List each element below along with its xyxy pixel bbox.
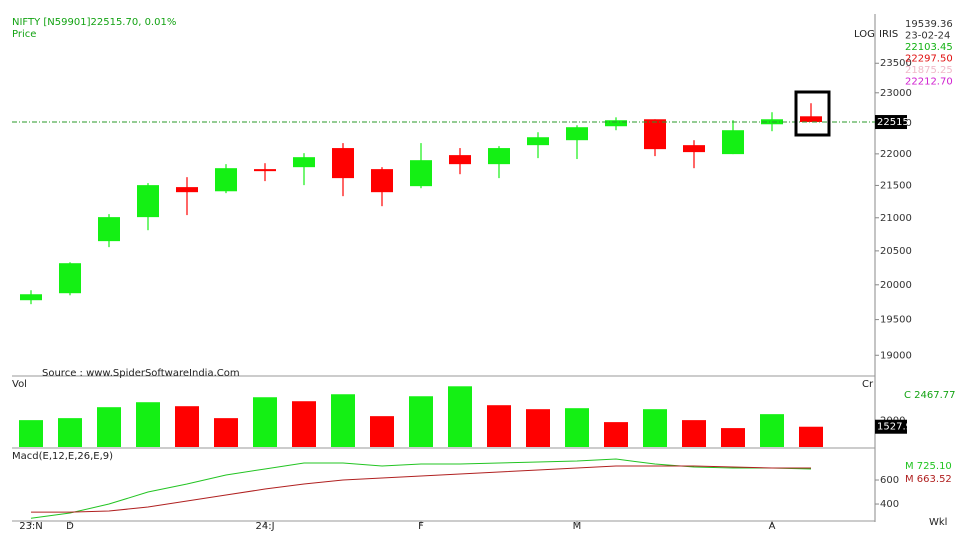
chart-title: NIFTY [N59901]22515.70, 0.01% — [12, 17, 176, 28]
volume-bar — [760, 414, 784, 447]
volume-bar — [370, 416, 394, 447]
candle-body — [566, 127, 588, 141]
volume-bar — [19, 420, 43, 447]
volume-bar — [253, 397, 277, 447]
x-tick-label: 23:N — [19, 521, 43, 532]
volume-bar — [643, 409, 667, 447]
y-tick-label: 19500 — [880, 315, 912, 326]
last-price-label: 22515 — [877, 117, 909, 128]
info-label: 22103.45 — [905, 42, 953, 53]
volume-bar — [565, 408, 589, 447]
highlight-box — [794, 90, 831, 137]
info-label: 23-02-24 — [905, 31, 950, 42]
volume-bar — [604, 422, 628, 447]
volume-bar — [682, 420, 706, 447]
candle-body — [254, 169, 276, 172]
x-tick-label: 24:J — [255, 521, 274, 532]
y-tick-label: 400 — [880, 499, 899, 510]
y-tick-label: 20000 — [880, 280, 912, 291]
y-tick-label: 21000 — [880, 213, 912, 224]
candle-body — [215, 168, 237, 192]
info-label: 22297.50 — [905, 54, 953, 65]
x-tick-label: A — [769, 521, 776, 532]
info-label: 22212.70 — [905, 77, 953, 88]
candle-body — [449, 155, 471, 165]
y-tick-label: 21500 — [880, 180, 912, 191]
volume-bar — [58, 418, 82, 447]
candle-body — [488, 148, 510, 165]
candle-body — [605, 120, 627, 127]
volume-bar — [526, 409, 550, 447]
info-label: 21875.25 — [905, 65, 953, 76]
volume-bar — [97, 407, 121, 447]
candle-body — [59, 263, 81, 294]
volume-bar — [409, 396, 433, 447]
volume-bar — [721, 428, 745, 447]
info-label: 19539.36 — [905, 19, 953, 30]
last-volume-label: 1527.9 — [877, 422, 912, 433]
macd-line — [30, 458, 812, 519]
candle-body — [410, 160, 432, 187]
candle-body — [98, 217, 120, 242]
x-tick-label: D — [66, 521, 74, 532]
candle-body — [644, 119, 666, 150]
y-axis-label: Price — [12, 29, 36, 40]
y-tick-label: 22000 — [880, 149, 912, 160]
pane-title: Vol — [12, 379, 27, 390]
candle-body — [137, 185, 159, 218]
macd-line — [31, 465, 811, 513]
annotation: LOG — [854, 29, 875, 40]
legend-entry: M 663.52 — [905, 474, 952, 485]
candle-body — [332, 148, 354, 179]
annotation: IRIS — [879, 29, 898, 40]
volume-bar — [487, 405, 511, 447]
source-note: Source : www.SpiderSoftwareIndia.Com — [42, 368, 240, 379]
volume-bar — [292, 401, 316, 447]
volume-bar — [136, 402, 160, 447]
unit-label: Cr — [862, 379, 874, 390]
volume-bar — [214, 418, 238, 447]
candle-body — [293, 157, 315, 168]
candle-body — [176, 187, 198, 193]
y-tick-label: 600 — [880, 475, 899, 486]
x-axis-label: Wkl — [929, 517, 947, 528]
candle-body — [371, 169, 393, 193]
volume-bar — [799, 426, 823, 447]
candle-body — [20, 294, 42, 301]
candle-body — [527, 137, 549, 146]
last-volume-box — [875, 419, 907, 434]
y-tick-label: 23000 — [880, 88, 912, 99]
candle-body — [683, 145, 705, 153]
volume-bar — [175, 406, 199, 447]
y-tick-label: 19000 — [880, 350, 912, 361]
candle-body — [800, 116, 822, 123]
candle-body — [722, 130, 744, 155]
x-tick-label: F — [418, 521, 424, 532]
legend-entry: M 725.10 — [905, 461, 952, 472]
volume-bar — [331, 394, 355, 447]
value-caption: C 2467.77 — [904, 390, 956, 401]
pane-title: Macd(E,12,E,26,E,9) — [12, 451, 113, 462]
volume-bar — [448, 386, 472, 447]
x-tick-label: M — [573, 521, 582, 532]
y-tick-label: 20500 — [880, 246, 912, 257]
last-price-box — [875, 115, 907, 130]
y-tick-label: 23500 — [880, 58, 912, 69]
